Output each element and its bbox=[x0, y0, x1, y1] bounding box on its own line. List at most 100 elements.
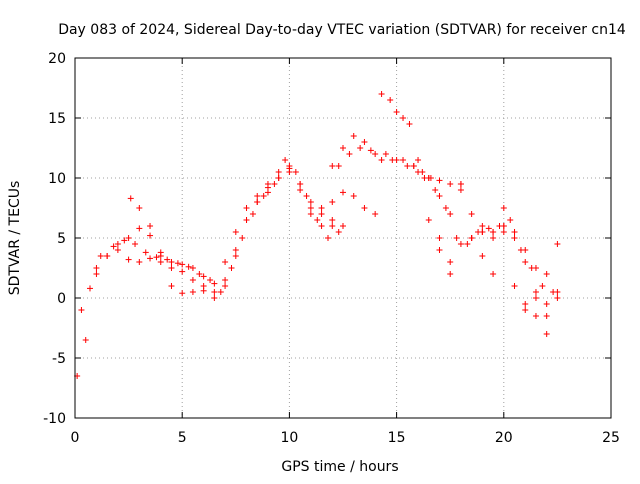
data-point bbox=[78, 307, 85, 313]
data-point bbox=[222, 283, 229, 289]
data-point bbox=[410, 163, 417, 169]
data-point bbox=[136, 205, 143, 211]
series-track-4 bbox=[127, 169, 379, 301]
data-point bbox=[307, 199, 314, 205]
data-point bbox=[329, 217, 336, 223]
data-point bbox=[436, 193, 443, 199]
data-point bbox=[393, 109, 400, 115]
data-point bbox=[457, 181, 464, 187]
data-point bbox=[543, 301, 550, 307]
x-tick-label: 15 bbox=[388, 430, 406, 446]
data-points bbox=[74, 91, 561, 379]
data-point bbox=[232, 247, 239, 253]
data-point bbox=[114, 241, 121, 247]
data-point bbox=[217, 289, 224, 295]
data-point bbox=[485, 225, 492, 232]
data-point bbox=[168, 259, 175, 265]
data-point bbox=[554, 295, 561, 301]
data-point bbox=[372, 151, 379, 157]
data-point bbox=[522, 307, 529, 313]
data-point bbox=[93, 271, 100, 277]
data-point bbox=[189, 265, 196, 271]
data-point bbox=[121, 237, 128, 244]
data-point bbox=[543, 313, 550, 319]
axis-ticks bbox=[74, 57, 612, 419]
data-point bbox=[324, 235, 331, 241]
data-point bbox=[157, 253, 164, 259]
data-point bbox=[228, 265, 235, 271]
y-tick-label: 20 bbox=[48, 51, 66, 67]
data-point bbox=[271, 181, 278, 187]
data-point bbox=[329, 223, 336, 229]
data-point bbox=[522, 247, 529, 253]
series-track-2 bbox=[78, 157, 342, 313]
data-point bbox=[479, 229, 486, 235]
data-point bbox=[340, 223, 346, 229]
data-point bbox=[211, 289, 218, 295]
data-point bbox=[114, 247, 121, 253]
data-point bbox=[500, 223, 507, 229]
data-point bbox=[318, 223, 325, 229]
data-point bbox=[507, 217, 514, 223]
data-point bbox=[286, 169, 293, 175]
data-point bbox=[93, 265, 100, 271]
data-point bbox=[511, 229, 518, 235]
data-point bbox=[329, 163, 336, 169]
data-point bbox=[307, 211, 314, 217]
data-point bbox=[314, 217, 321, 223]
y-tick-label: -5 bbox=[52, 351, 66, 367]
data-point bbox=[522, 301, 529, 307]
data-point bbox=[372, 211, 379, 217]
data-point bbox=[254, 199, 261, 205]
y-tick-label: 0 bbox=[57, 291, 66, 307]
x-tick-label: 0 bbox=[71, 430, 80, 446]
data-point bbox=[168, 265, 175, 271]
data-point bbox=[329, 199, 336, 205]
data-point bbox=[436, 177, 443, 184]
data-point bbox=[532, 313, 539, 319]
data-point bbox=[447, 211, 454, 217]
data-point bbox=[196, 271, 203, 277]
data-point bbox=[275, 169, 282, 175]
data-point bbox=[389, 157, 396, 163]
data-point bbox=[468, 235, 475, 241]
data-point bbox=[297, 187, 304, 193]
data-point bbox=[157, 259, 164, 265]
data-point bbox=[179, 268, 186, 275]
data-point bbox=[522, 259, 529, 265]
data-point bbox=[147, 255, 154, 262]
data-point bbox=[554, 241, 561, 247]
data-point bbox=[500, 205, 507, 211]
data-point bbox=[87, 285, 94, 292]
data-point bbox=[335, 163, 342, 169]
data-point bbox=[307, 205, 314, 211]
data-point bbox=[387, 97, 394, 103]
data-point bbox=[554, 289, 561, 295]
data-point bbox=[260, 193, 267, 199]
x-axis-label: GPS time / hours bbox=[281, 459, 398, 475]
data-point bbox=[442, 205, 449, 211]
series-track-7 bbox=[378, 91, 561, 277]
data-point bbox=[468, 211, 475, 217]
data-point bbox=[490, 229, 497, 235]
data-point bbox=[110, 243, 117, 250]
data-point bbox=[125, 235, 132, 241]
data-point bbox=[464, 241, 471, 247]
data-point bbox=[415, 157, 422, 163]
data-point bbox=[200, 287, 207, 294]
data-point bbox=[340, 145, 346, 151]
data-point bbox=[249, 211, 256, 217]
series-track-8 bbox=[410, 163, 561, 319]
data-point bbox=[104, 253, 111, 259]
data-point bbox=[425, 217, 432, 223]
data-point bbox=[490, 271, 497, 277]
data-point bbox=[132, 241, 139, 247]
data-point bbox=[164, 256, 171, 263]
data-point bbox=[436, 235, 443, 241]
data-point bbox=[318, 211, 325, 217]
data-point bbox=[179, 261, 186, 268]
data-point bbox=[453, 235, 460, 241]
data-point bbox=[479, 253, 486, 259]
y-tick-label: 15 bbox=[48, 111, 66, 127]
